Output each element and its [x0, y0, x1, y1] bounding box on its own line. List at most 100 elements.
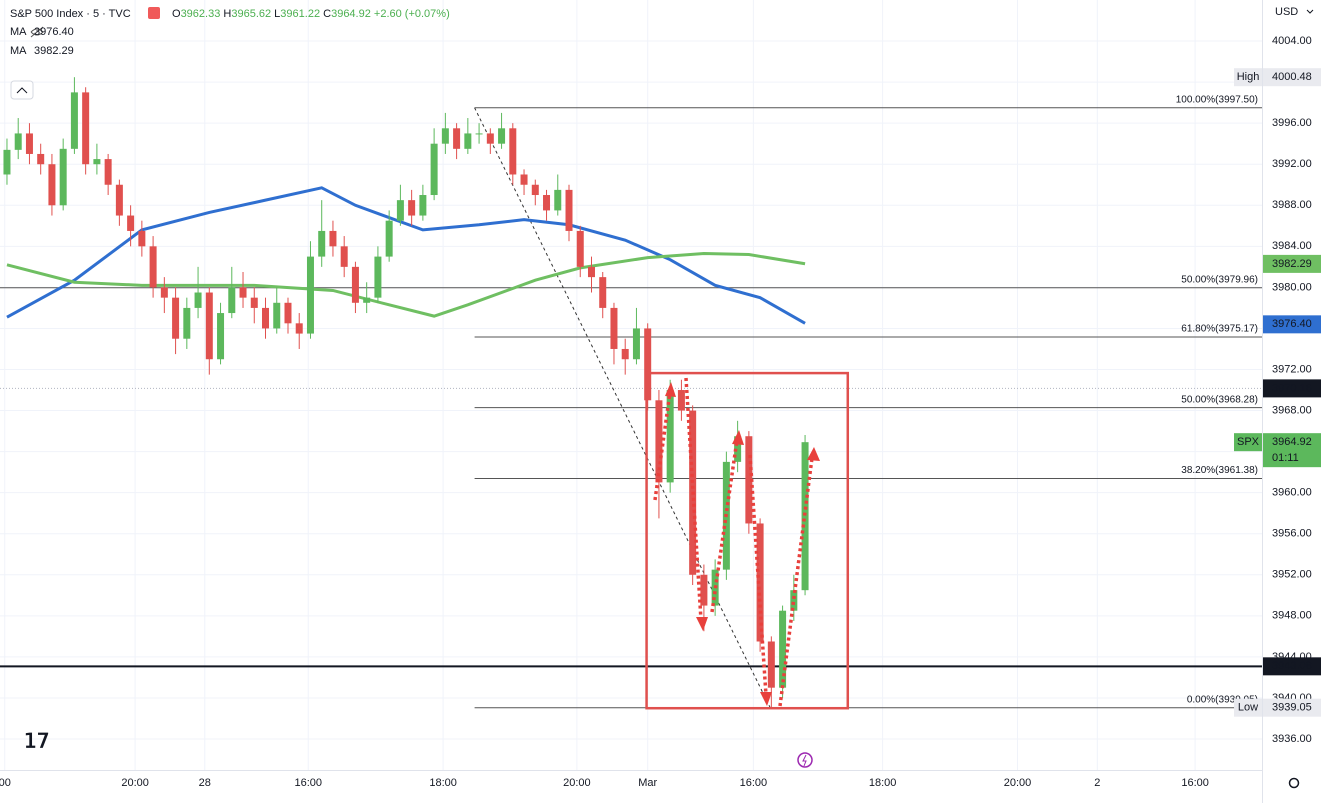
candle-body [779, 610, 787, 688]
price-marker [1263, 254, 1321, 273]
moving-average [6, 186, 806, 325]
y-tick-label: 3936.00 [1272, 733, 1312, 745]
y-tick-label: 4004.00 [1272, 35, 1312, 47]
arrow-head [760, 692, 772, 706]
settings-icon[interactable] [1288, 777, 1300, 789]
price-marker [1263, 68, 1321, 87]
x-tick-label: 20:00 [563, 777, 591, 789]
price-marker [1263, 315, 1321, 334]
candle-body [543, 195, 551, 211]
candle-body [441, 128, 449, 144]
x-tick-label: 2 [1094, 777, 1100, 789]
x-tick-label: 20:00 [1004, 777, 1032, 789]
candle-body [498, 128, 506, 144]
candle-body [396, 200, 404, 221]
candle-body [644, 328, 652, 401]
moving-average [6, 252, 806, 318]
drawings: 100.00%(3997.50) 50.00%(3979.96) 61.80%(39… [0, 94, 1262, 710]
candle-body [250, 297, 258, 308]
y-tick-label: 3960.00 [1272, 487, 1312, 499]
candle-body [430, 143, 438, 196]
price-tag [1234, 698, 1262, 717]
candle-body [82, 92, 90, 165]
candle-body [3, 149, 11, 175]
moving-averages [6, 186, 806, 325]
x-tick-label: Mar [638, 777, 657, 789]
candle-body [351, 266, 359, 303]
currency-caret [1306, 9, 1314, 14]
candle-body [239, 287, 247, 298]
ohlc: O3962.33 H3965.62 L3961.22 C3964.92 +2.6… [172, 8, 450, 20]
price-marker [1263, 433, 1321, 468]
candle-body [385, 220, 393, 257]
candle-body [149, 246, 157, 288]
grid [0, 0, 1262, 770]
candle-body [340, 246, 348, 267]
candle-body [172, 297, 180, 339]
candle-body [284, 302, 292, 324]
candle-body [509, 128, 517, 175]
candle-body [801, 442, 809, 591]
x-tick-label: 20:00 [121, 777, 149, 789]
x-tick-label: 18:00 [869, 777, 897, 789]
fib-label: 50.00%(3979.96) [1181, 274, 1258, 285]
candle-body [59, 148, 67, 206]
x-tick-label: 28 [199, 777, 211, 789]
candle-body [734, 436, 742, 462]
ohlc-value: 3964.92 [331, 8, 374, 20]
change: +2.60 (+0.07%) [374, 8, 450, 20]
candle-body [475, 133, 483, 135]
candle-body [520, 174, 528, 185]
collapse-button[interactable] [10, 80, 34, 100]
candle-body [329, 230, 337, 247]
x-tick-label: 16:00 [294, 777, 322, 789]
candle-body [160, 287, 168, 298]
eye-icon[interactable] [30, 26, 44, 38]
candle-body [621, 348, 629, 360]
collapse-icon [16, 87, 28, 94]
arrow [684, 377, 703, 621]
symbol-title: S&P 500 Index · 5 · TVC [10, 8, 131, 20]
red-arrows [653, 377, 814, 707]
arrow-heads [665, 382, 820, 706]
ohlc-key: C [323, 8, 331, 20]
ma-name: MA [10, 26, 27, 38]
candle-body [632, 328, 640, 360]
arrow [748, 454, 768, 696]
price-marker-label: 4000.48 [1272, 71, 1312, 83]
candle-body [565, 189, 573, 231]
price-marker [1263, 379, 1321, 398]
x-tick-label: 16:00 [1181, 777, 1209, 789]
event-bolt [802, 754, 807, 767]
price-marker [1263, 657, 1321, 676]
ma-value: 3976.40 [34, 26, 74, 38]
fib-label: 50.00%(3968.28) [1181, 394, 1258, 405]
candle-body [318, 230, 326, 257]
price-tag-label: Low [1238, 702, 1258, 714]
price-marker-label: 3976.40 [1272, 318, 1312, 330]
event-icon[interactable] [797, 752, 813, 768]
x-tick-label: 18:00 [429, 777, 457, 789]
candle-body [138, 230, 146, 247]
candle-body [655, 400, 663, 483]
candle-body [228, 287, 236, 314]
highlight-box [645, 371, 850, 710]
price-tag [1234, 68, 1262, 87]
candle-body [37, 153, 45, 165]
candle-body [576, 230, 584, 267]
arrow [653, 391, 672, 501]
y-tick-label: 3972.00 [1272, 363, 1312, 375]
candle-body [48, 164, 56, 206]
y-tick-label: 3980.00 [1272, 281, 1312, 293]
candle-body [610, 307, 618, 349]
y-tick-label: 3968.00 [1272, 404, 1312, 416]
ma-name: MA [10, 45, 27, 57]
candle-body [14, 133, 22, 150]
candle-body [104, 159, 112, 185]
flag[interactable] [148, 7, 160, 19]
arrow [710, 439, 739, 613]
y-tick-label: 3952.00 [1272, 569, 1312, 581]
ohlc-value: 3965.62 [231, 8, 274, 20]
